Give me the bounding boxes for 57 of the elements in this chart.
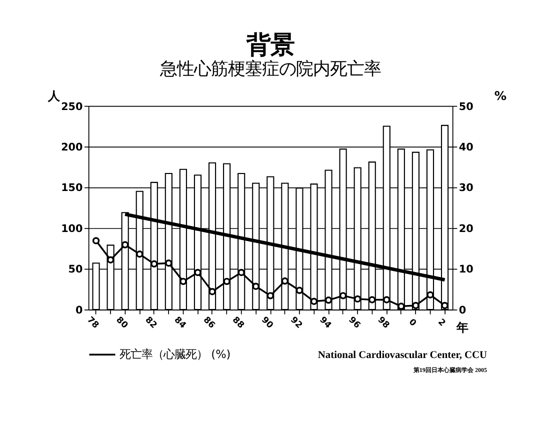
x-tick-label: 88 [230, 315, 246, 331]
point [441, 302, 448, 310]
y2-tick-label: 20 [458, 222, 474, 235]
point [92, 237, 100, 244]
y-tick-label: 100 [61, 222, 83, 235]
chart-subtitle: 急性心筋梗塞症の院内死亡率 [158, 60, 381, 80]
y-tick-label: 150 [61, 182, 83, 194]
y-tick-label: 250 [61, 100, 83, 113]
point [180, 278, 187, 286]
point [252, 282, 260, 290]
point [368, 296, 376, 304]
x-tick-label: 80 [114, 315, 130, 331]
legend-label: 死亡率（心臓死） (%) [120, 348, 231, 362]
text: National Cardiovascular Center, CCU [318, 350, 488, 362]
x-tick-label: 90 [259, 315, 275, 331]
point [296, 286, 304, 294]
point [266, 292, 274, 300]
point [194, 268, 202, 276]
point [165, 259, 172, 267]
point [324, 296, 332, 304]
y-tick-label: 200 [61, 142, 83, 154]
point [398, 302, 405, 310]
x-tick-label: 84 [172, 315, 188, 331]
point [223, 278, 230, 286]
chart-title: 背景 [245, 30, 294, 59]
point [238, 268, 245, 276]
x-tick-label: 82 [142, 315, 158, 331]
y2-tick-label: 10 [458, 264, 474, 276]
y2-tick-label: 40 [458, 142, 474, 154]
point [412, 302, 420, 310]
y2-axis-title: % [494, 89, 507, 104]
x-tick-label: 86 [200, 315, 217, 331]
y-tick-label: 0 [76, 304, 83, 316]
x-tick-label: 92 [288, 315, 304, 331]
y2-tick-label: 0 [458, 304, 466, 316]
point [150, 260, 158, 268]
y-axis-title: 人 [47, 89, 62, 104]
point [383, 296, 390, 304]
x-tick-label: 2 [436, 317, 447, 329]
point [136, 250, 144, 258]
x-tick-label: 96 [346, 315, 362, 331]
y-tick-label: 50 [68, 264, 83, 276]
point [354, 295, 362, 303]
point [426, 291, 434, 298]
y2-tick-label: 30 [458, 182, 474, 194]
point [208, 288, 216, 296]
y2-tick-label: 50 [458, 100, 474, 113]
point [281, 277, 289, 285]
point [339, 292, 347, 300]
point [121, 241, 129, 248]
x-axis-title: 年 [455, 320, 468, 335]
x-tick-label: 0 [406, 317, 418, 329]
point [106, 256, 114, 264]
x-tick-label: 78 [84, 315, 100, 331]
point [310, 298, 318, 305]
x-tick-label: 98 [375, 315, 391, 331]
x-tick-label: 94 [317, 315, 333, 331]
